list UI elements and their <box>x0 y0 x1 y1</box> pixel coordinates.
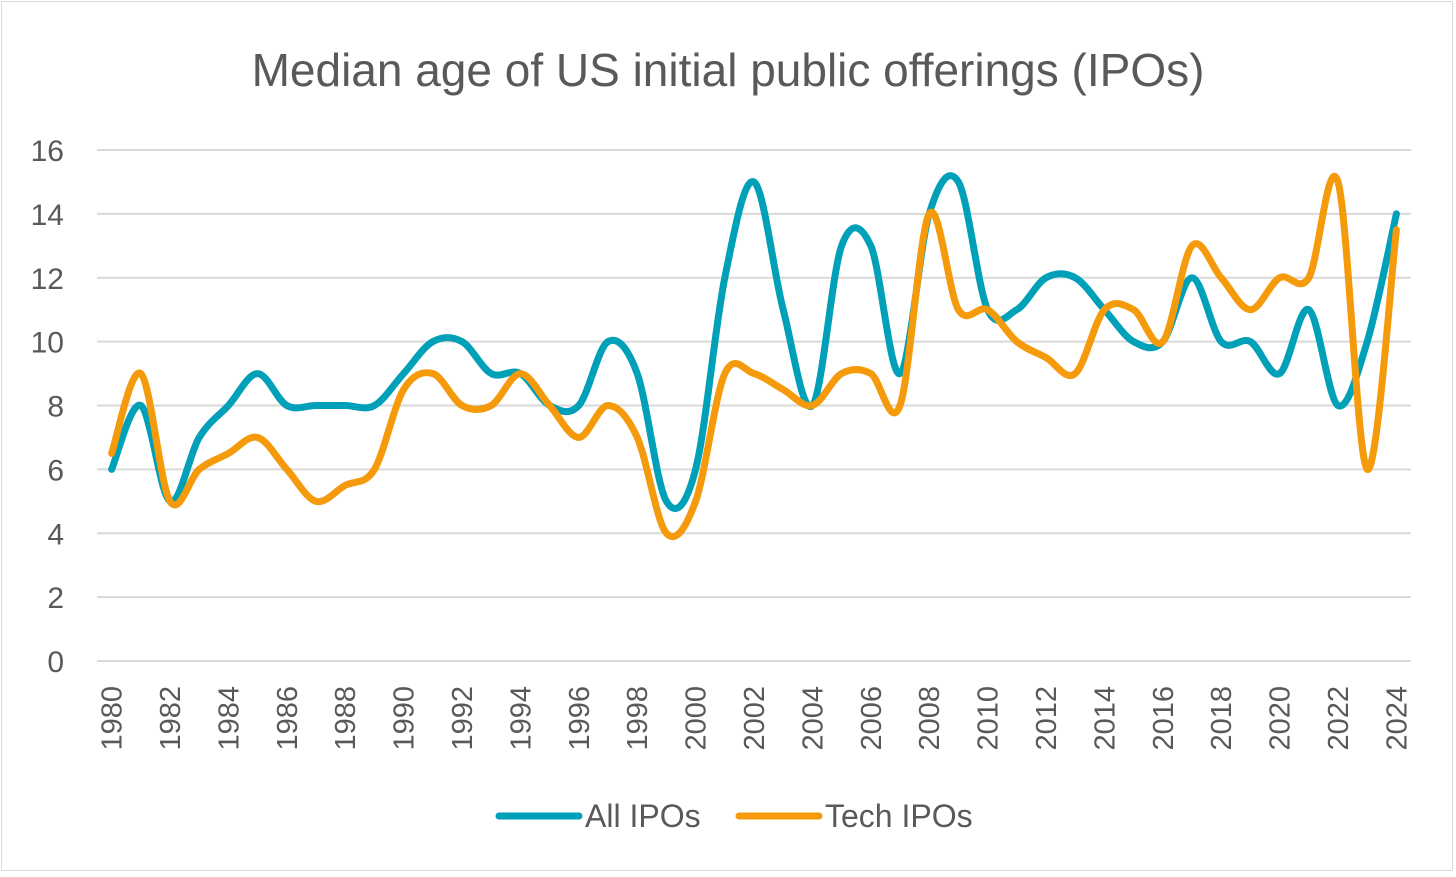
x-tick-label: 1982 <box>155 686 187 751</box>
x-tick-label: 2002 <box>739 686 771 751</box>
y-tick-label: 8 <box>47 391 64 424</box>
x-tick-label: 1980 <box>97 686 129 751</box>
series-line-tech-ipos <box>112 176 1397 536</box>
x-tick-label: 2012 <box>1031 686 1063 751</box>
legend-item: All IPOs <box>499 798 701 834</box>
x-tick-label: 2008 <box>914 686 946 751</box>
x-tick-label: 2010 <box>973 686 1005 751</box>
legend-label: All IPOs <box>585 798 701 834</box>
legend-label: Tech IPOs <box>825 798 973 834</box>
y-tick-label: 16 <box>31 135 64 168</box>
x-tick-label: 1990 <box>389 686 421 751</box>
x-tick-label: 1992 <box>447 686 479 751</box>
x-tick-label: 2020 <box>1265 686 1297 751</box>
y-tick-label: 12 <box>31 263 64 296</box>
x-tick-label: 2016 <box>1148 686 1180 751</box>
x-tick-label: 2014 <box>1089 686 1121 751</box>
x-tick-label: 2024 <box>1381 686 1413 751</box>
y-tick-label: 0 <box>47 646 64 679</box>
y-tick-label: 2 <box>47 582 64 615</box>
y-tick-label: 14 <box>31 199 64 232</box>
x-tick-label: 1996 <box>564 686 596 751</box>
x-tick-label: 1988 <box>330 686 362 751</box>
x-tick-label: 1984 <box>213 686 245 751</box>
x-tick-label: 2004 <box>797 686 829 751</box>
y-tick-label: 10 <box>31 327 64 360</box>
x-tick-label: 1998 <box>622 686 654 751</box>
x-tick-label: 1994 <box>505 686 537 751</box>
legend-item: Tech IPOs <box>739 798 973 834</box>
x-tick-label: 2022 <box>1323 686 1355 751</box>
chart-title: Median age of US initial public offering… <box>252 44 1205 96</box>
y-tick-label: 4 <box>47 518 64 551</box>
x-tick-label: 2000 <box>681 686 713 751</box>
y-tick-label: 6 <box>47 454 64 487</box>
x-tick-label: 1986 <box>272 686 304 751</box>
x-tick-label: 2018 <box>1206 686 1238 751</box>
x-tick-label: 2006 <box>856 686 888 751</box>
